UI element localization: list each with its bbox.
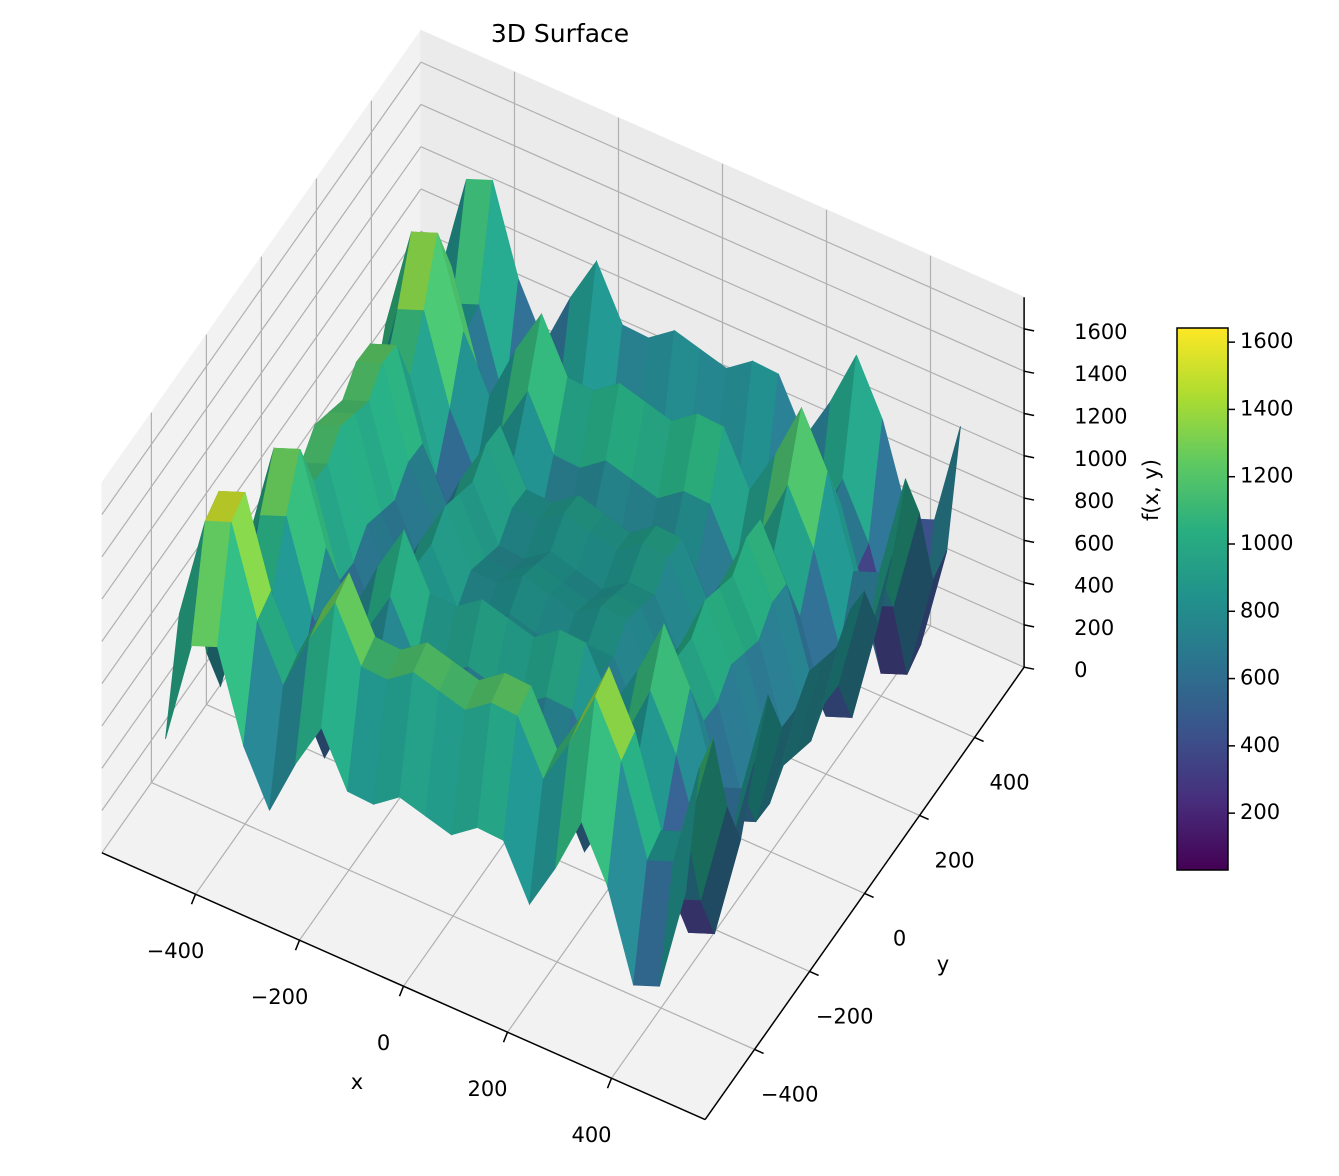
colorbar [1176, 327, 1229, 871]
tick-mark [1023, 328, 1035, 332]
grid-line [420, 61, 1025, 330]
tick-mark [398, 985, 405, 997]
tick-mark [190, 893, 197, 905]
colorbar-tick-label: 400 [1240, 733, 1280, 757]
tick-mark [1023, 624, 1035, 628]
x-tick-label: 0 [377, 1031, 390, 1055]
grid-line [101, 104, 422, 558]
z-tick-label: 600 [1074, 531, 1114, 555]
y-tick-label: −200 [816, 1004, 874, 1028]
colorbar-tick-label: 1200 [1240, 464, 1293, 488]
axis-line [101, 852, 706, 1121]
tick-mark [1023, 412, 1035, 417]
grid-line [101, 188, 422, 642]
tick-mark [754, 1048, 764, 1055]
y-tick-label: −400 [761, 1082, 819, 1106]
tick-mark [294, 939, 301, 951]
tick-mark [502, 1031, 509, 1043]
tick-mark [1023, 497, 1035, 501]
y-tick-label: 0 [893, 926, 906, 950]
colorbar-tick-label: 600 [1240, 666, 1280, 690]
grid-line [101, 61, 422, 515]
colorbar-tick-label: 200 [1240, 800, 1280, 824]
chart-title: 3D Surface [491, 19, 629, 48]
tick-mark [1023, 370, 1035, 374]
z-axis-label: f(x, y) [1139, 459, 1163, 521]
colorbar-tick-label: 1600 [1240, 329, 1293, 353]
z-tick-label: 1200 [1074, 404, 1127, 428]
z-tick-label: 400 [1074, 574, 1114, 598]
z-tick-label: 800 [1074, 489, 1114, 513]
grid-line [101, 230, 422, 685]
tick-mark [809, 970, 819, 977]
tick-mark [606, 1077, 613, 1089]
z-tick-label: 200 [1074, 616, 1114, 640]
x-tick-label: −400 [147, 939, 205, 963]
y-axis-label: y [937, 952, 949, 976]
y-tick-label: 400 [990, 770, 1030, 794]
grid-line [420, 188, 1025, 457]
colorbar-tick-label: 1400 [1240, 396, 1293, 420]
tick-mark [919, 814, 929, 821]
z-tick-label: 1000 [1074, 447, 1127, 471]
tick-mark [1023, 455, 1035, 459]
z-tick-label: 0 [1074, 658, 1087, 682]
x-tick-label: 400 [571, 1123, 611, 1147]
colorbar-tick-label: 1000 [1240, 531, 1293, 555]
tick-mark [1023, 539, 1035, 544]
colorbar-tick-label: 800 [1240, 598, 1280, 622]
grid-line [420, 103, 1025, 372]
grid-line [151, 782, 755, 1050]
x-tick-label: −200 [251, 985, 309, 1009]
tick-mark [974, 736, 984, 743]
grid-line [420, 146, 1025, 415]
tick-mark [864, 892, 874, 899]
z-tick-label: 1400 [1074, 362, 1127, 386]
y-tick-label: 200 [935, 848, 975, 872]
tick-mark [1023, 666, 1035, 670]
z-tick-label: 1600 [1074, 320, 1127, 344]
surface-patch [659, 768, 700, 987]
grid-line [420, 230, 1025, 499]
tick-mark [1023, 581, 1035, 586]
x-tick-label: 200 [467, 1077, 507, 1101]
x-axis-label: x [351, 1070, 363, 1094]
grid-line [101, 146, 422, 600]
